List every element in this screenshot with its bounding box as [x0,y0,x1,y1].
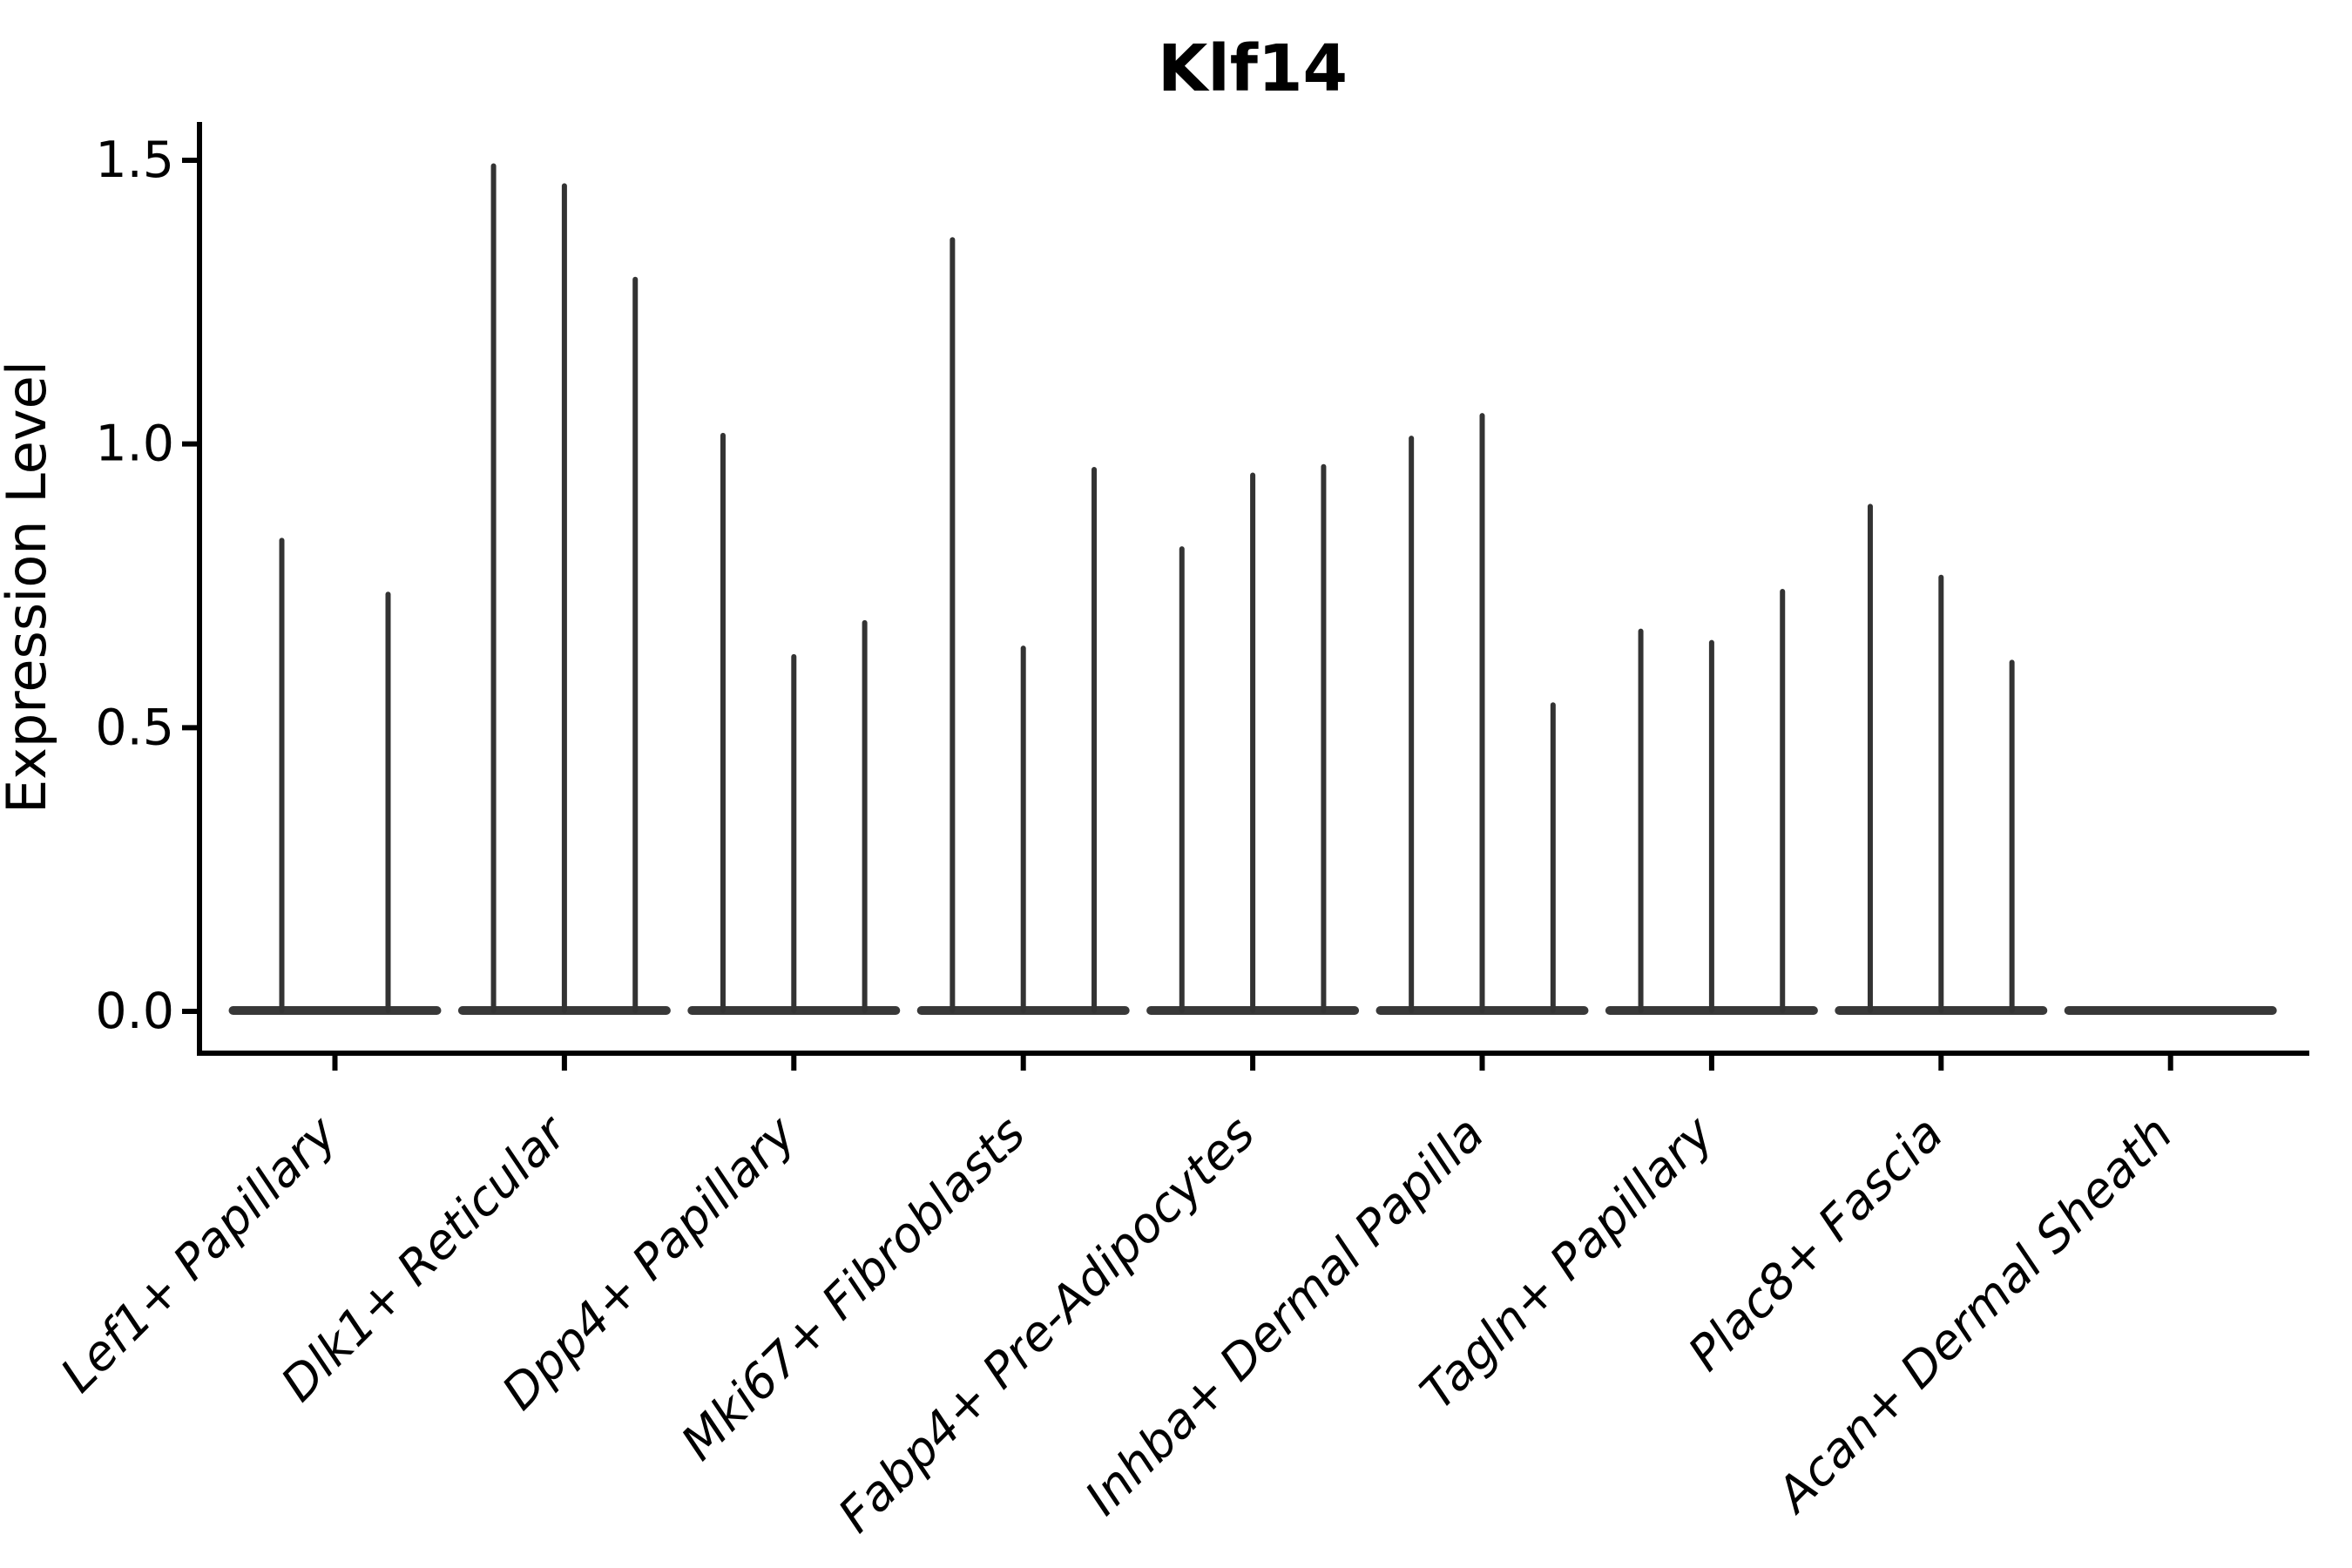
violin-baseline [228,1006,442,1015]
y-axis-label: Expression Level [0,361,58,814]
y-tick-label: 0.5 [95,699,174,756]
x-tick-label: Acan+ Dermal Sheath [1764,1105,2183,1524]
chart-title: Klf14 [1158,31,1348,106]
y-tick-label: 1.0 [95,416,174,473]
y-tick-label: 0.0 [95,983,174,1040]
y-tick-label: 1.5 [95,132,174,189]
violin-baseline [2064,1006,2277,1015]
x-tick-label: Inhba+ Dermal Papilla [1074,1105,1494,1525]
x-tick-label: Fabp4+ Pre-Adipocytes [828,1105,1265,1543]
